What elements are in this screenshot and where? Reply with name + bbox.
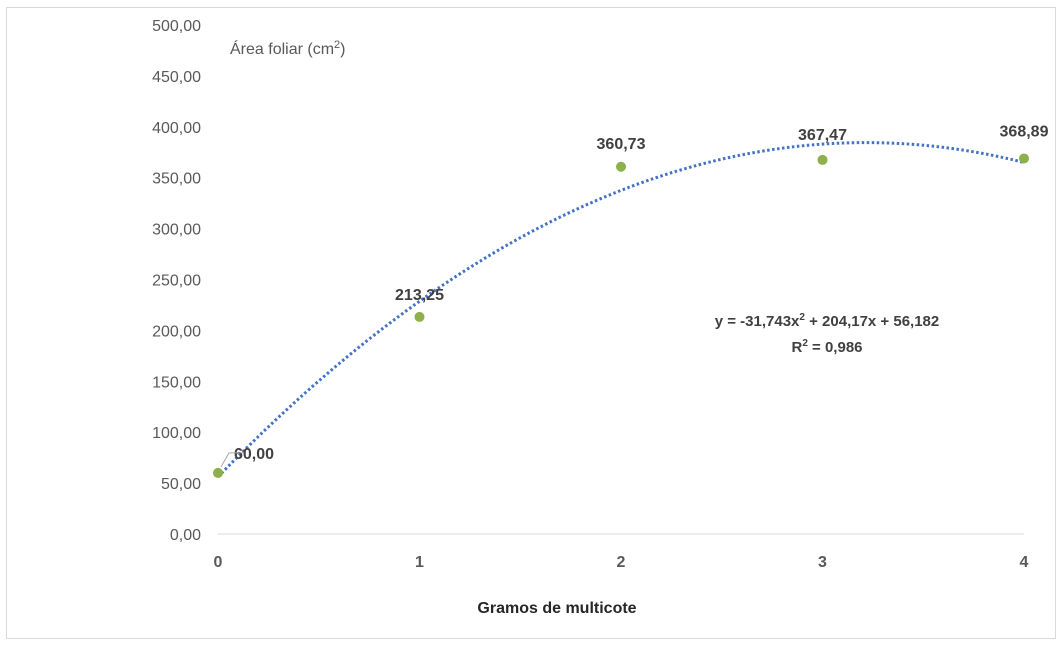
x-tick-label: 2 [617, 554, 626, 571]
data-label: 60,00 [234, 446, 274, 463]
trendline-equation: y = -31,743x2 + 204,17x + 56,182 [715, 312, 940, 330]
equation-sup: 2 [799, 312, 805, 323]
r2-part-1: R [791, 339, 802, 356]
x-axis-ticks: 0 1 2 3 4 [214, 554, 1029, 571]
trendline [216, 141, 1025, 478]
data-point [817, 154, 828, 165]
data-points [213, 153, 1029, 478]
data-point [213, 467, 223, 478]
data-point [616, 161, 626, 172]
x-tick-label: 0 [214, 554, 223, 571]
r2-part-2: = 0,986 [808, 339, 863, 356]
chart-frame: 0,00 50,00 100,00 150,00 200,00 250,00 300,00 3… [6, 7, 1056, 639]
data-label: 360,73 [597, 136, 646, 153]
y-tick-label: 200,00 [152, 323, 201, 340]
r2-sup: 2 [802, 338, 808, 349]
y-axis-title: Área foliar (cm2) [230, 39, 345, 58]
y-tick-label: 150,00 [152, 374, 201, 391]
y-tick-label: 350,00 [152, 171, 201, 188]
y-tick-label: 250,00 [152, 273, 201, 290]
equation-part-1: y = -31,743x [715, 313, 800, 330]
y-tick-label: 500,00 [152, 18, 201, 35]
x-axis-title: Gramos de multicote [477, 600, 636, 617]
leader-line [220, 452, 244, 468]
y-tick-label: 0,00 [170, 527, 201, 544]
y-axis-ticks: 0,00 50,00 100,00 150,00 200,00 250,00 300,00 3… [152, 18, 201, 544]
y-axis-title-sup: 2 [334, 39, 340, 51]
data-label: 213,25 [395, 287, 444, 304]
trendline-r-squared: R2 = 0,986 [791, 338, 862, 356]
y-tick-label: 450,00 [152, 69, 201, 86]
x-tick-label: 4 [1020, 554, 1029, 571]
x-tick-label: 1 [415, 554, 424, 571]
y-tick-label: 400,00 [152, 120, 201, 137]
y-axis-title-close: ) [340, 41, 345, 58]
data-point [1019, 153, 1029, 164]
y-tick-label: 300,00 [152, 222, 201, 239]
y-axis-title-text: Área foliar (cm [230, 39, 334, 58]
data-labels: 60,00 213,25 360,73 367,47 368,89 [234, 123, 1049, 462]
data-point [414, 311, 425, 322]
equation-part-2: + 204,17x + 56,182 [805, 313, 939, 330]
data-label: 367,47 [798, 127, 847, 144]
y-tick-label: 100,00 [152, 425, 201, 442]
y-tick-label: 50,00 [161, 476, 201, 493]
x-tick-label: 3 [818, 554, 827, 571]
data-label: 368,89 [1000, 123, 1049, 140]
chart-svg: 0,00 50,00 100,00 150,00 200,00 250,00 300,00 3… [152, 18, 1049, 617]
